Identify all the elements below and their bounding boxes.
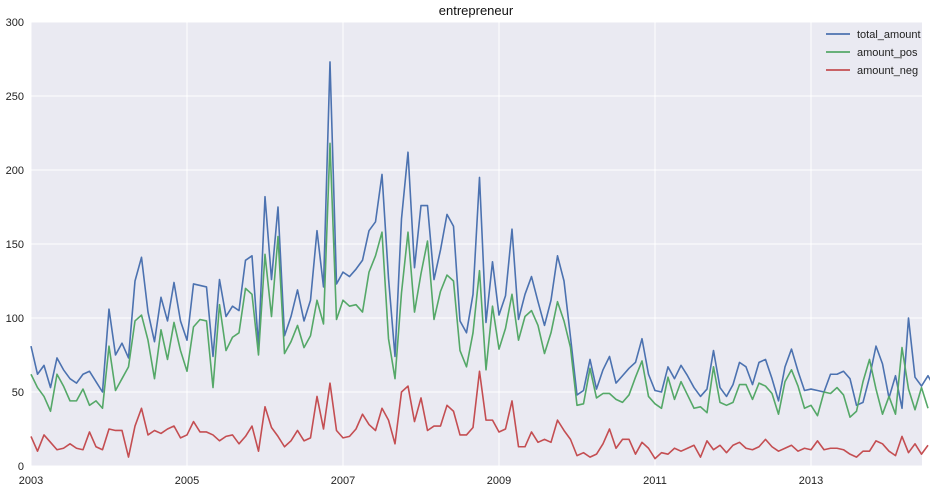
y-tick-label: 50 — [12, 387, 24, 399]
y-tick-label: 0 — [18, 461, 24, 473]
chart-title: entrepreneur — [439, 3, 514, 18]
x-tick-label: 2011 — [643, 475, 667, 487]
series-line-amount-neg — [30, 370, 929, 460]
legend: total_amount amount_pos amount_neg — [826, 29, 921, 77]
y-tick-label: 150 — [6, 239, 24, 251]
legend-label: total_amount — [857, 29, 921, 41]
x-tick-label: 2007 — [331, 475, 355, 487]
series-lines — [30, 61, 930, 460]
x-tick-label: 2003 — [19, 475, 43, 487]
y-tick-label: 100 — [6, 313, 24, 325]
legend-label: amount_neg — [857, 65, 918, 77]
x-tick-label: 2009 — [487, 475, 511, 487]
series-line-amount-pos — [30, 142, 929, 418]
legend-label: amount_pos — [857, 47, 918, 59]
series-line-total-amount — [30, 61, 930, 410]
x-axis-tick-labels: 2003 2005 2007 2009 2011 2013 — [19, 475, 823, 487]
x-tick-label: 2013 — [799, 475, 823, 487]
y-tick-label: 200 — [6, 165, 24, 177]
y-axis-tick-labels: 0 50 100 150 200 250 300 — [6, 17, 24, 473]
y-tick-label: 300 — [6, 17, 24, 29]
y-tick-label: 250 — [6, 91, 24, 103]
x-tick-label: 2005 — [175, 475, 199, 487]
